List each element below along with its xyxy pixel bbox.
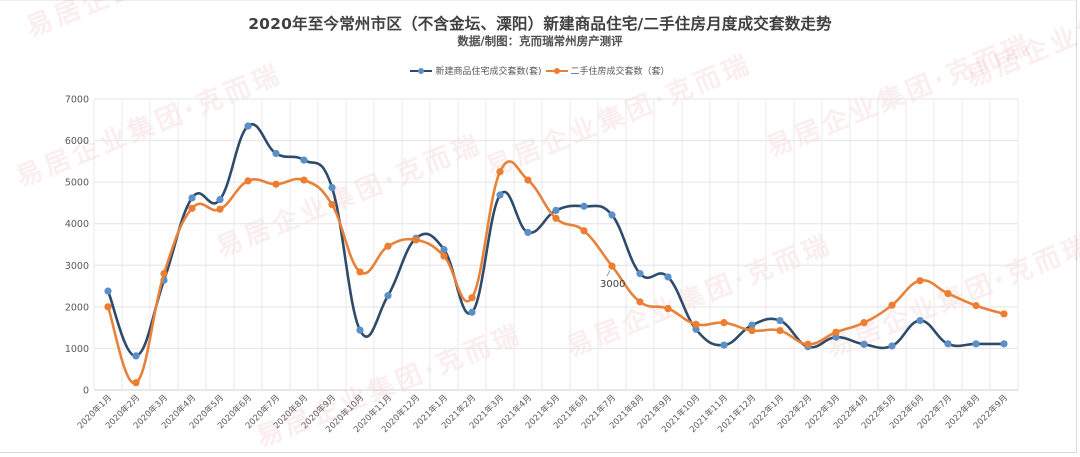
legend-marker [418,67,425,74]
annotation-leader-line [606,269,611,277]
data-point-marker [524,228,532,237]
chart-legend: 新建商品住宅成交套数(套) 二手住房成交套数（套） [0,64,1080,77]
data-point-marker [720,319,728,327]
data-point-marker [328,183,336,192]
data-point-marker [608,262,616,270]
data-point-marker [692,325,700,333]
data-point-marker [440,245,448,254]
data-point-marker [132,379,140,387]
data-point-marker [916,277,924,285]
y-tick-label: 4000 [65,219,89,230]
data-point-marker [860,340,868,348]
data-point-marker [300,176,308,184]
data-point-marker [216,205,224,213]
data-point-marker [776,316,784,325]
data-point-marker [944,340,952,348]
legend-label: 二手住房成交套数（套） [570,67,670,77]
data-point-marker [860,319,868,327]
data-series [104,122,1008,387]
grid-lines [93,98,1019,391]
data-point-marker [132,352,140,360]
legend-line-marker-icon [545,66,568,76]
legend-label: 新建商品住宅成交套数(套) [435,67,542,77]
data-point-marker [524,176,532,184]
data-point-marker [468,294,476,302]
data-point-marker [328,200,336,209]
y-tick-label: 7000 [65,95,89,106]
data-point-marker [580,227,588,235]
data-point-marker [356,268,364,276]
data-point-marker [972,340,980,348]
y-axis: 0 1000 2000 3000 4000 5000 6000 7000 [65,95,89,397]
data-point-marker [356,326,364,334]
data-point-marker [944,289,952,298]
data-point-marker [608,211,616,219]
data-annotations: 3000 [600,269,625,290]
data-point-marker [216,196,224,204]
chart-title: 2020年至今常州市区（不含金坛、溧阳）新建商品住宅/二手住房月度成交套数走势 [248,15,832,33]
data-point-marker [104,287,112,295]
data-point-marker [580,202,588,210]
x-axis: 2020年1月2020年2月2020年3月2020年4月2020年5月2020年… [75,392,1010,435]
data-point-marker [832,328,840,336]
y-tick-label: 6000 [65,136,89,147]
data-point-marker [244,122,252,130]
data-point-marker [468,308,476,316]
data-point-marker [104,303,112,311]
data-point-marker [748,326,756,335]
data-point-marker [1000,340,1008,348]
data-point-marker [272,149,280,158]
data-point-marker [664,304,672,313]
data-label: 3000 [600,279,625,290]
chart-subtitle: 数据/制图：克而瑞常州房产测评 [457,34,623,48]
data-point-marker [188,204,196,212]
legend-marker [553,67,560,74]
data-point-marker [496,168,504,176]
data-point-marker [440,252,448,260]
data-point-marker [916,316,924,325]
y-tick-label: 1000 [65,344,89,355]
legend-item-resale-homes[interactable]: 二手住房成交套数（套） [545,64,670,77]
data-point-marker [664,273,672,281]
data-point-marker [692,320,700,328]
data-point-marker [496,191,504,199]
legend-item-new-homes[interactable]: 新建商品住宅成交套数(套) [410,64,542,77]
data-point-marker [384,292,392,300]
data-point-marker [552,206,560,215]
data-point-marker [888,342,896,350]
data-point-marker [804,340,812,348]
data-point-marker [1000,310,1008,318]
data-point-marker [552,214,560,222]
y-tick-label: 2000 [65,302,89,313]
data-point-marker [636,270,644,278]
y-tick-label: 5000 [65,178,89,189]
data-point-marker [160,270,168,278]
legend-line-marker-icon [410,66,433,76]
data-point-marker [972,302,980,310]
data-point-marker [272,180,280,188]
y-tick-label: 0 [83,386,89,397]
data-point-marker [300,156,308,164]
y-tick-label: 3000 [65,261,89,272]
data-point-marker [384,242,392,250]
data-point-marker [776,326,784,335]
data-point-marker [832,333,840,341]
data-point-marker [748,321,756,329]
data-point-marker [412,236,420,244]
data-point-marker [720,341,728,349]
data-point-marker [188,194,196,202]
series-resale-homes [104,160,1008,387]
series-line [106,160,1006,385]
data-point-marker [636,298,644,306]
data-point-marker [888,301,896,309]
series-new-homes [104,122,1008,360]
data-point-marker [244,177,252,185]
